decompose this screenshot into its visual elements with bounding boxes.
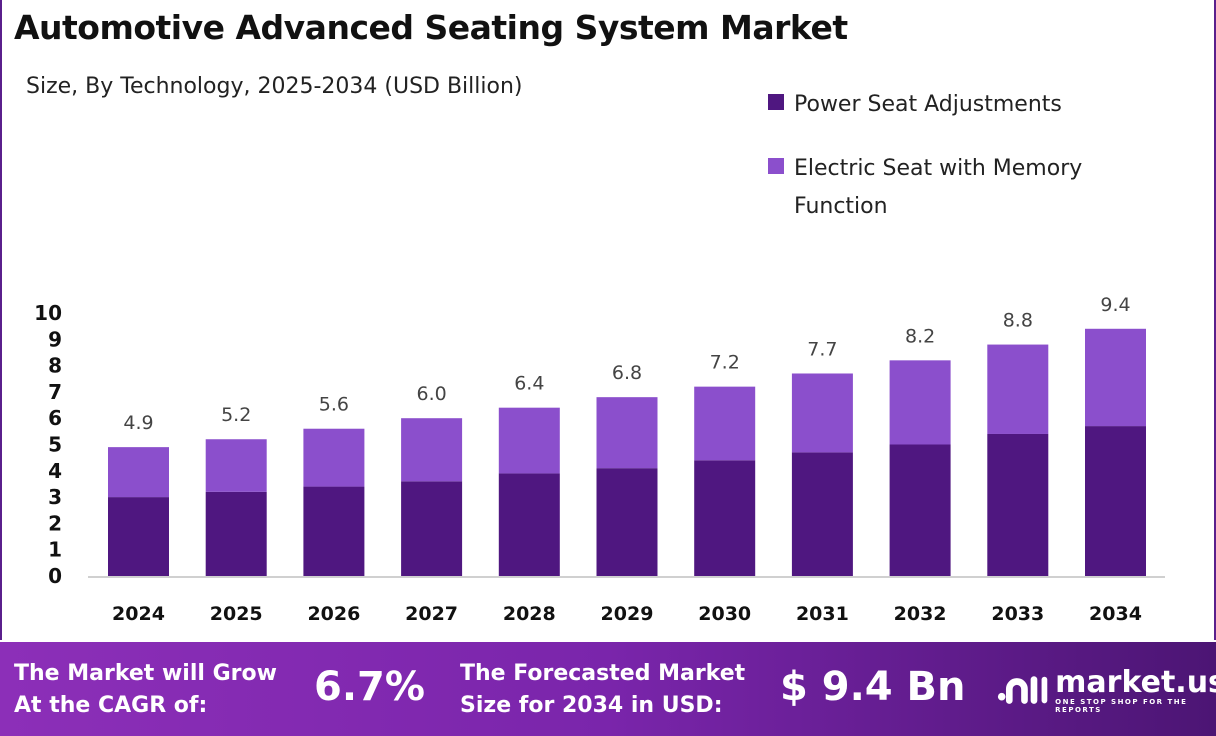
data-label-total: 5.2 (221, 404, 251, 426)
y-tick-label: 0 (48, 564, 62, 588)
x-tick-label: 2030 (698, 603, 751, 625)
bar-segment-memory-seat (108, 447, 169, 498)
y-tick-label: 3 (48, 485, 62, 509)
legend-label: Electric Seat with Memory Function (794, 156, 1083, 219)
data-label-total: 8.8 (1003, 310, 1033, 332)
legend-swatch (768, 94, 784, 110)
data-label-total: 4.9 (123, 412, 153, 434)
y-tick-label: 4 (48, 459, 62, 483)
x-tick-label: 2033 (991, 603, 1044, 625)
y-tick-label: 8 (48, 354, 62, 378)
bar-segment-memory-seat (303, 428, 365, 487)
bar-segment-memory-seat (401, 418, 463, 482)
y-tick-label: 9 (48, 327, 62, 351)
forecast-label: The Forecasted Market Size for 2034 in U… (460, 661, 746, 718)
x-tick-label: 2027 (405, 603, 458, 625)
brand-tagline: ONE STOP SHOP FOR THE REPORTS (1055, 698, 1188, 714)
legend-item-memory-seat: Electric Seat with Memory Function (768, 150, 1134, 226)
data-label-total: 6.8 (612, 362, 642, 384)
legend-label: Power Seat Adjustments (794, 92, 1062, 117)
bar-segment-power-seat (303, 486, 365, 576)
bar-segment-power-seat (791, 452, 853, 576)
bar-segment-memory-seat (987, 344, 1049, 434)
forecast-value: $ 9.4 Bn (780, 664, 966, 710)
y-tick-label: 6 (48, 406, 62, 430)
chart-subtitle: Size, By Technology, 2025-2034 (USD Bill… (26, 74, 523, 99)
bar-segment-power-seat (987, 433, 1049, 576)
x-tick-label: 2025 (210, 603, 263, 625)
bar-segment-power-seat (498, 473, 560, 576)
chart-title: Automotive Advanced Seating System Marke… (14, 8, 848, 47)
brand-name: market.us (1055, 665, 1216, 700)
x-tick-label: 2024 (112, 603, 165, 625)
data-label-total: 6.4 (514, 373, 544, 395)
bar-segment-memory-seat (889, 360, 951, 445)
legend-item-power-seat: Power Seat Adjustments (768, 86, 1134, 124)
bar-segment-memory-seat (791, 373, 853, 453)
y-tick-label: 2 (48, 511, 62, 535)
bar-segment-power-seat (596, 468, 658, 576)
cagr-label: The Market will Grow At the CAGR of: (14, 661, 277, 718)
bar-segment-memory-seat (694, 386, 756, 461)
y-tick-label: 5 (48, 433, 62, 457)
footer-banner: The Market will Grow At the CAGR of: 6.7… (0, 642, 1216, 736)
data-label-total: 6.0 (416, 383, 446, 405)
data-label-total: 8.2 (905, 325, 935, 347)
cagr-value: 6.7% (314, 664, 425, 710)
y-tick-label: 10 (34, 301, 62, 325)
x-tick-label: 2029 (601, 603, 654, 625)
bar-segment-memory-seat (498, 407, 560, 474)
bar-segment-power-seat (1085, 426, 1146, 576)
x-tick-label: 2034 (1089, 603, 1142, 625)
bar-segment-memory-seat (596, 397, 658, 469)
x-tick-label: 2032 (894, 603, 947, 625)
market-us-logo-icon (997, 676, 1048, 704)
bar-segment-power-seat (889, 444, 951, 576)
chart-frame (0, 0, 1216, 640)
bar-segment-power-seat (108, 497, 169, 576)
y-tick-label: 7 (48, 380, 62, 404)
legend: Power Seat Adjustments Electric Seat wit… (768, 86, 1134, 252)
data-label-total: 7.2 (710, 352, 740, 374)
bar-segment-memory-seat (205, 439, 267, 492)
x-tick-label: 2028 (503, 603, 556, 625)
bar-segment-power-seat (205, 491, 267, 576)
y-tick-label: 1 (48, 538, 62, 562)
bar-segment-power-seat (401, 481, 463, 576)
bar-segment-memory-seat (1085, 328, 1146, 427)
data-label-total: 9.4 (1100, 294, 1130, 316)
bar-segment-power-seat (694, 460, 756, 576)
data-label-total: 7.7 (807, 338, 837, 360)
x-tick-label: 2026 (307, 603, 360, 625)
data-label-total: 5.6 (319, 394, 349, 416)
brand-logo: market.us ONE STOP SHOP FOR THE REPORTS (996, 668, 1216, 714)
x-tick-label: 2031 (796, 603, 849, 625)
legend-swatch (768, 158, 784, 174)
